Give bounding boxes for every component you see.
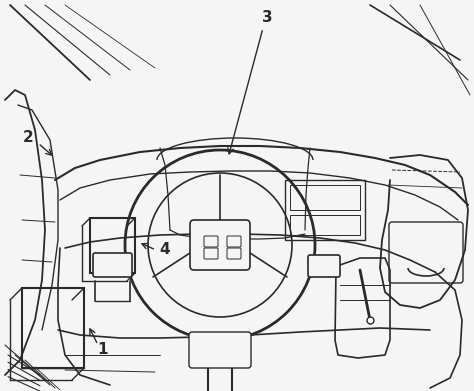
FancyBboxPatch shape [190, 220, 250, 270]
Bar [90, 218, 135, 273]
FancyBboxPatch shape [189, 332, 251, 368]
Text: 1: 1 [98, 343, 108, 357]
Bar [290, 215, 360, 235]
Bar [285, 180, 365, 240]
Text: 2: 2 [23, 131, 33, 145]
FancyBboxPatch shape [93, 253, 132, 277]
Text: 4: 4 [160, 242, 170, 258]
FancyBboxPatch shape [227, 236, 241, 247]
Bar [290, 185, 360, 210]
FancyBboxPatch shape [204, 236, 218, 247]
FancyBboxPatch shape [389, 222, 463, 283]
FancyBboxPatch shape [204, 248, 218, 259]
Bar [22, 288, 84, 368]
FancyBboxPatch shape [308, 255, 340, 277]
FancyBboxPatch shape [227, 248, 241, 259]
Text: 3: 3 [262, 11, 272, 25]
